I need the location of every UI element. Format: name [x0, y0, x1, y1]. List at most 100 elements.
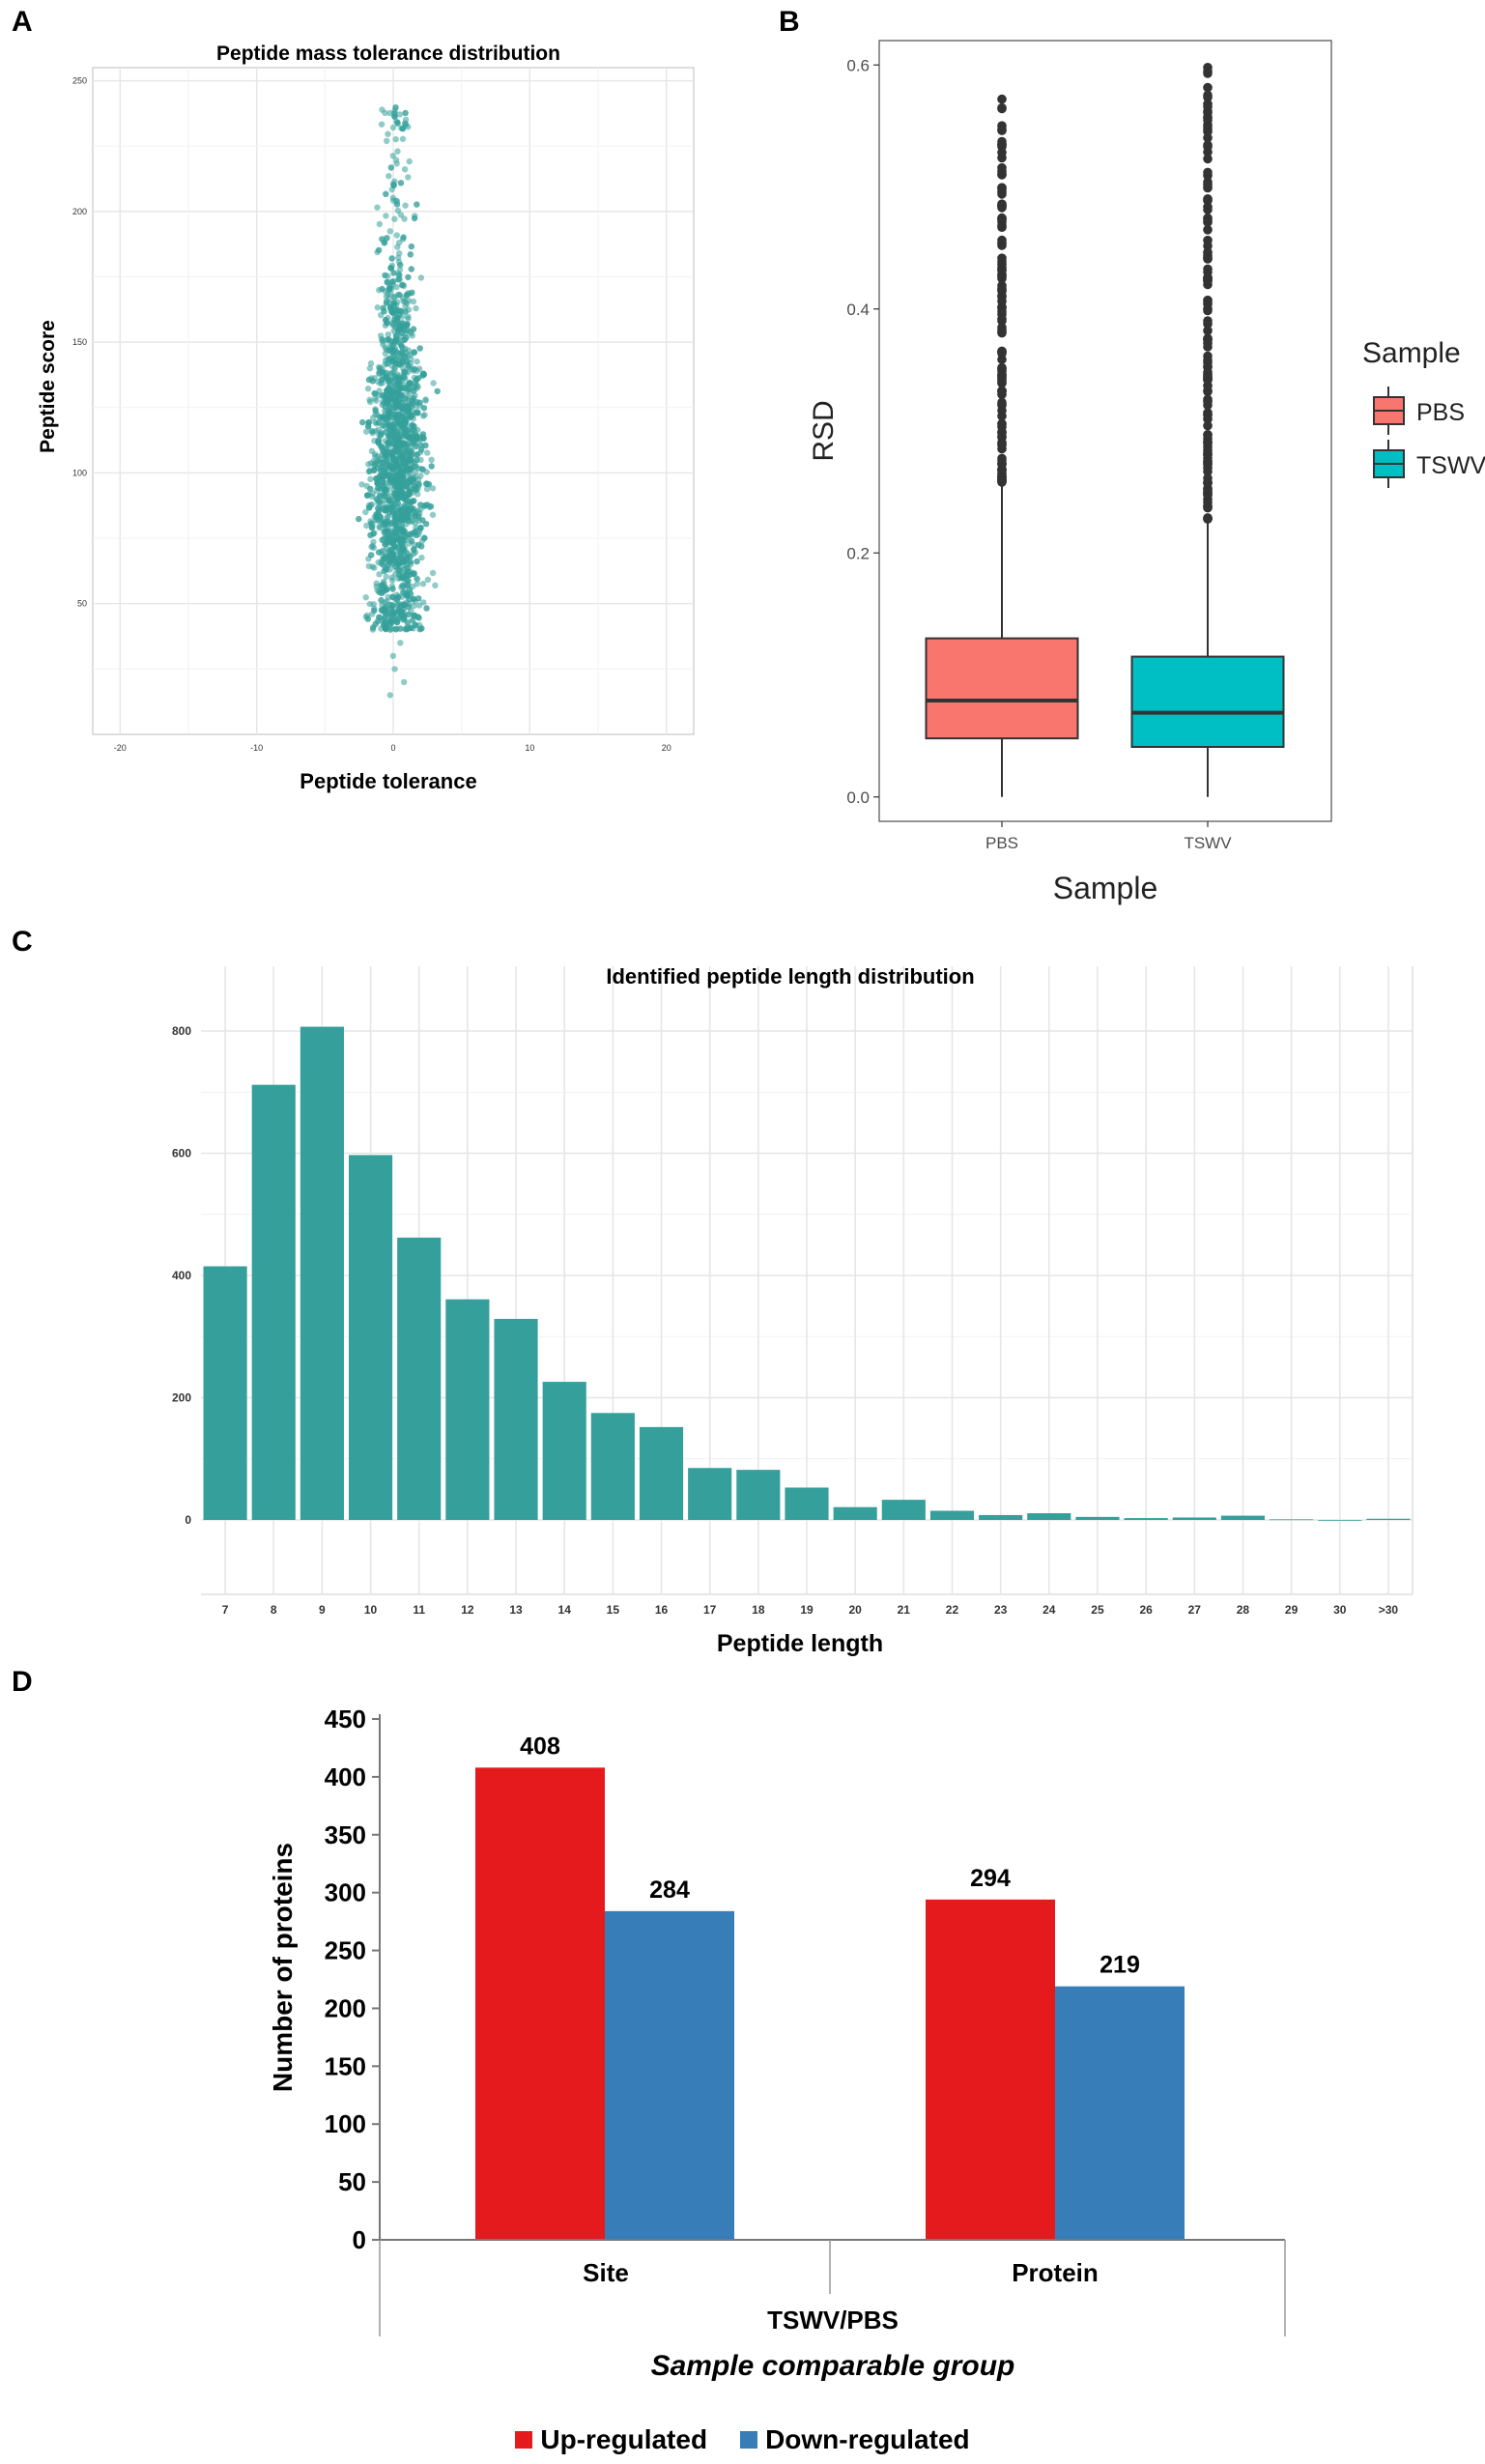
scatter-point [384, 137, 390, 144]
scatter-point [380, 422, 386, 429]
x-axis-title: Peptide length [717, 1630, 883, 1657]
legend-swatch-down [740, 2431, 758, 2449]
scatter-point [419, 413, 427, 419]
data-label: 219 [1099, 1952, 1140, 1979]
scatter-point [420, 599, 427, 606]
x-tick-label: 27 [1188, 1603, 1202, 1617]
outlier-point [997, 148, 1007, 158]
x-tick-label: 21 [898, 1603, 911, 1617]
scatter-point [376, 220, 383, 228]
y-tick-label: 0.4 [846, 301, 870, 319]
scatter-point [419, 466, 426, 473]
legend-title: Sample [1362, 337, 1461, 369]
y-tick-label: 450 [325, 1705, 366, 1733]
outlier-point [997, 202, 1007, 212]
scatter-point [422, 397, 429, 404]
scatter-point [393, 283, 400, 291]
outlier-point [1203, 183, 1213, 192]
outlier-point [1203, 326, 1213, 336]
x-tick-label: 19 [800, 1603, 814, 1617]
scatter-point [364, 386, 372, 392]
outlier-point [997, 215, 1007, 224]
scatter-point [399, 135, 407, 142]
outlier-point [1203, 414, 1213, 424]
y-tick-label: 0.0 [846, 788, 870, 807]
y-tick-label: 100 [325, 2109, 366, 2138]
outlier-point [997, 162, 1007, 173]
chart-regulated-proteins: 408 284 294 219 Site Protein 0 50 100 150 200 250 3… [268, 1705, 1286, 2382]
bar-length-27 [1172, 1517, 1216, 1520]
panel-label-c: C [12, 926, 33, 958]
x-tick-label: 29 [1285, 1603, 1299, 1617]
y-tick-label: 350 [325, 1820, 366, 1849]
outlier-point [997, 235, 1007, 245]
legend-label-down: Down-regulated [765, 2424, 970, 2454]
bar-length-21 [881, 1500, 926, 1520]
outlier-point [997, 307, 1007, 317]
bar-length-19 [785, 1487, 829, 1520]
bar-length-7 [203, 1266, 247, 1520]
scatter-point [367, 398, 374, 406]
group-label: TSWV/PBS [767, 2306, 899, 2335]
outlier-point [1203, 267, 1213, 277]
y-tick-label: 300 [325, 1878, 366, 1907]
scatter-point [396, 111, 403, 118]
x-tick-label: 12 [461, 1603, 474, 1617]
x-tick-label: 8 [271, 1603, 277, 1617]
bar-length-9 [300, 1026, 344, 1520]
bars: 408 284 294 219 [475, 1733, 1185, 2240]
bar-length-16 [639, 1426, 684, 1520]
scatter-point [386, 173, 392, 180]
outlier-point [997, 370, 1007, 381]
outlier-point [1203, 373, 1213, 384]
outlier-point [997, 453, 1007, 464]
scatter-point [410, 427, 416, 434]
outlier-point [997, 386, 1007, 396]
scatter-point [393, 157, 400, 163]
scatter-point [363, 522, 370, 530]
scatter-point [378, 430, 385, 438]
scatter-point [393, 232, 400, 239]
scatter-points [356, 104, 441, 699]
y-tick-label: 150 [325, 2051, 366, 2080]
bar-protein-down [1055, 1986, 1185, 2240]
bar-length-13 [494, 1318, 538, 1520]
bar-length-30 [1318, 1520, 1362, 1521]
x-tick-label: 25 [1091, 1603, 1104, 1617]
y-tick-label: 0.2 [846, 544, 870, 562]
outlier-point [1203, 430, 1213, 440]
scatter-point [397, 180, 405, 186]
scatter-point [424, 576, 432, 584]
x-tick-label: 23 [994, 1603, 1008, 1617]
scatter-point [399, 583, 406, 589]
chart-rsd-boxplot: PBS TSWV 0.0 0.2 0.4 0.6 Sample RSD Sample PBS TS… [808, 40, 1485, 905]
chart-title: Identified peptide length distribution [606, 964, 974, 988]
legend-label: TSWV [1416, 452, 1485, 479]
x-tick-label: 24 [1042, 1603, 1056, 1617]
x-category-label: Site [583, 2258, 629, 2287]
scatter-point [382, 109, 388, 117]
scatter-point [358, 481, 365, 488]
legend-item-up: Up-regulated [515, 2424, 707, 2455]
scatter-point [389, 124, 397, 131]
outlier-point [1203, 154, 1213, 164]
outlier-point [997, 438, 1007, 447]
outlier-point [1203, 113, 1213, 123]
scatter-point [363, 428, 370, 435]
scatter-point [370, 544, 378, 551]
scatter-point [391, 364, 398, 371]
bar-length-20 [833, 1506, 877, 1520]
bar-length-17 [688, 1468, 732, 1520]
y-axis-title: RSD [808, 400, 840, 461]
outlier-point [997, 428, 1007, 438]
x-category-label: Protein [1012, 2258, 1099, 2287]
scatter-point [414, 408, 420, 415]
bar-protein-up [926, 1899, 1055, 2240]
scatter-point [383, 213, 389, 219]
scatter-point [412, 469, 419, 475]
bar-length-22 [929, 1510, 975, 1520]
bar-length-23 [979, 1514, 1023, 1520]
outlier-point [1203, 235, 1213, 245]
bar-length-14 [542, 1382, 586, 1520]
scatter-point [374, 304, 381, 311]
